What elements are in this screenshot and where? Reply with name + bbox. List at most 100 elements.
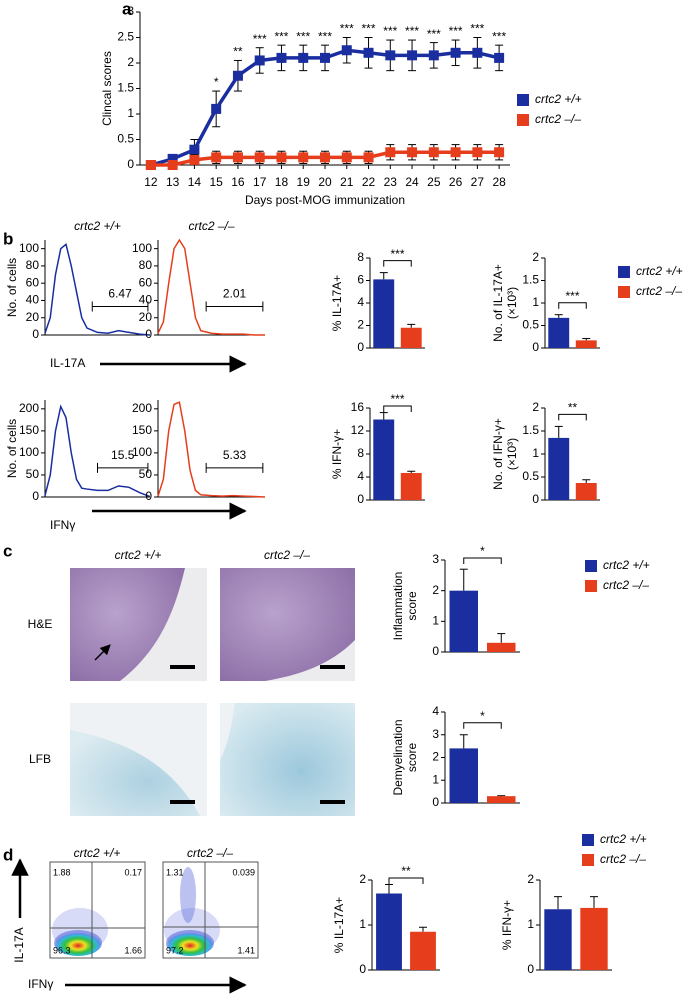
y-tick-label: 0 — [145, 489, 152, 503]
legend-label: crtc2 –/– — [535, 112, 581, 126]
dot-plot — [49, 861, 146, 959]
y-axis-label: No. of cells — [5, 419, 19, 478]
marker — [407, 50, 418, 61]
axis-label: IL-17A — [12, 927, 26, 962]
y-tick-label: 0 — [359, 962, 366, 976]
marker — [472, 147, 483, 158]
marker — [494, 147, 505, 158]
y-tick-label: 0 — [527, 962, 534, 976]
bar — [449, 590, 478, 652]
legend-swatch — [582, 854, 594, 866]
micrograph — [70, 703, 207, 816]
marker — [276, 52, 287, 63]
annotation: ** — [233, 45, 243, 59]
marker — [232, 70, 243, 81]
row-label: H&E — [28, 617, 53, 631]
bar — [376, 893, 402, 970]
y-tick-label: 3 — [127, 4, 134, 18]
annotation: *** — [362, 22, 376, 36]
significance-bracket — [383, 405, 412, 412]
y-axis-label: score — [405, 743, 419, 773]
y-tick-label: 2 — [357, 318, 364, 332]
legend-swatch — [582, 834, 594, 846]
marker — [450, 47, 461, 58]
gate-label: 6.47 — [108, 287, 132, 301]
marker — [341, 45, 352, 56]
row-label: LFB — [29, 752, 51, 766]
marker — [428, 50, 439, 61]
legend-label: crtc2 +/+ — [603, 558, 650, 572]
bar — [373, 279, 395, 348]
bar — [544, 909, 572, 970]
x-tick-label: 27 — [471, 175, 485, 189]
micrograph — [70, 568, 207, 681]
marker — [167, 153, 178, 164]
y-tick-label: 40 — [139, 293, 153, 307]
marker — [494, 52, 505, 63]
annotation: *** — [274, 29, 288, 43]
y-tick-label: 1 — [527, 917, 534, 931]
column-title: crtc2 –/– — [264, 548, 310, 562]
quadrant-value: 1.41 — [237, 945, 255, 955]
y-tick-label: 0.5 — [522, 318, 539, 332]
legend-label: crtc2 +/+ — [636, 264, 683, 278]
y-tick-label: 50 — [26, 467, 40, 481]
y-tick-label: 150 — [19, 423, 39, 437]
chart-title: crtc2 +/+ — [74, 219, 121, 233]
y-axis-label: % IFN-γ+ — [500, 900, 514, 950]
y-tick-label: 60 — [26, 275, 40, 289]
y-tick-label: 4 — [432, 704, 439, 718]
y-tick-label: 2 — [432, 583, 439, 597]
plot-title: crtc2 +/+ — [74, 846, 121, 860]
x-tick-label: 15 — [209, 175, 223, 189]
y-tick-label: 100 — [19, 445, 39, 459]
legend-label: crtc2 –/– — [603, 578, 649, 592]
quadrant-value: 97.2 — [166, 945, 184, 955]
column-title: crtc2 +/+ — [115, 548, 162, 562]
legend-swatch — [585, 580, 597, 592]
series-line — [44, 242, 151, 336]
micrograph — [220, 703, 355, 816]
significance-bracket — [463, 722, 502, 729]
panel-label: b — [3, 229, 13, 248]
significance-label: ** — [401, 864, 411, 878]
bar — [575, 482, 597, 500]
chart-title: crtc2 –/– — [188, 219, 234, 233]
significance-label: *** — [390, 392, 404, 406]
significance-bracket — [558, 302, 587, 309]
quadrant-value: 1.31 — [166, 867, 184, 877]
y-axis-label: No. of IL-17A+ — [491, 264, 505, 342]
y-axis-label: % IL-17A+ — [332, 897, 346, 953]
y-tick-label: 0 — [127, 157, 134, 171]
series-line — [44, 404, 151, 498]
y-tick-label: 3 — [432, 552, 439, 566]
annotation: *** — [405, 24, 419, 38]
y-axis-label: score — [405, 591, 419, 621]
x-tick-label: 23 — [384, 175, 398, 189]
y-tick-label: 1 — [532, 295, 539, 309]
y-tick-label: 1 — [359, 917, 366, 931]
y-tick-label: 100 — [19, 241, 39, 255]
panel-label: d — [3, 845, 13, 864]
y-tick-label: 16 — [351, 400, 365, 414]
annotation: *** — [318, 29, 332, 43]
bar — [580, 907, 608, 970]
bar — [373, 419, 395, 500]
x-tick-label: 26 — [449, 175, 463, 189]
panel-label: c — [3, 541, 12, 560]
x-tick-label: 24 — [405, 175, 419, 189]
y-axis-label: (×10³) — [505, 287, 519, 319]
panel-label: a — [122, 0, 132, 18]
y-tick-label: 20 — [26, 310, 40, 324]
marker — [145, 160, 156, 170]
x-tick-label: 21 — [340, 175, 354, 189]
y-tick-label: 1 — [127, 106, 134, 120]
quadrant-value: 0.17 — [124, 867, 142, 877]
y-tick-label: 0 — [32, 327, 39, 341]
y-axis-label: Clincal scores — [100, 51, 114, 126]
y-tick-label: 200 — [132, 401, 152, 415]
y-axis-label: % IFN-γ+ — [330, 429, 344, 479]
bar — [400, 327, 422, 348]
y-tick-label: 8 — [357, 250, 364, 264]
